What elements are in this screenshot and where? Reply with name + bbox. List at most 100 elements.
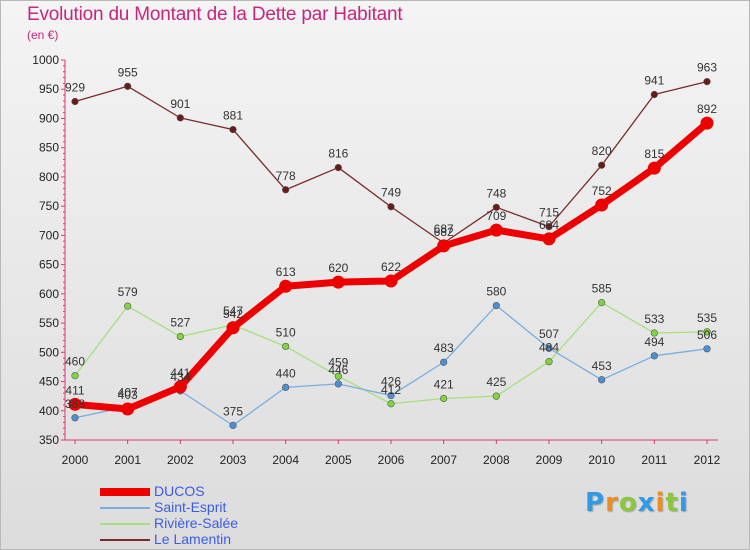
logo-letter: t [665, 488, 679, 518]
data-label-rivi-re-sal-e: 510 [276, 325, 296, 339]
data-label-rivi-re-sal-e: 547 [223, 304, 243, 318]
data-point-saint-esprit [282, 383, 290, 391]
data-point-rivi-re-sal-e [176, 332, 184, 341]
data-point-rivi-re-sal-e [282, 342, 290, 351]
data-label-le-lamentin: 749 [381, 186, 401, 200]
data-label-rivi-re-sal-e: 533 [644, 312, 664, 326]
data-label-le-lamentin: 929 [65, 81, 85, 95]
data-label-le-lamentin: 941 [644, 73, 664, 87]
data-point-rivi-re-sal-e [124, 302, 132, 310]
x-tick-label: 2003 [220, 453, 247, 467]
y-tick-label: 600 [39, 287, 59, 301]
data-point-ducos [173, 380, 187, 394]
data-point-le-lamentin [598, 161, 606, 169]
legend-swatch [100, 507, 150, 509]
data-point-rivi-re-sal-e [492, 392, 500, 400]
data-point-le-lamentin [71, 97, 79, 106]
legend-label: DUCOS [154, 483, 205, 499]
data-point-ducos [489, 223, 503, 237]
data-point-saint-esprit [598, 376, 606, 384]
data-label-saint-esprit: 426 [381, 375, 401, 389]
y-tick-label: 350 [39, 433, 59, 447]
data-label-le-lamentin: 778 [276, 169, 296, 183]
data-label-saint-esprit: 580 [486, 285, 506, 299]
data-point-rivi-re-sal-e [334, 372, 342, 380]
data-point-saint-esprit [387, 391, 395, 400]
data-label-ducos: 709 [486, 209, 506, 223]
logo-letter: i [678, 488, 689, 518]
data-point-saint-esprit [703, 345, 711, 353]
data-label-ducos: 682 [434, 225, 454, 239]
data-label-rivi-re-sal-e: 585 [592, 282, 612, 296]
data-point-le-lamentin [282, 186, 290, 194]
data-label-rivi-re-sal-e: 535 [697, 311, 717, 325]
series-layer [68, 78, 714, 429]
data-label-saint-esprit: 407 [118, 386, 138, 400]
data-point-le-lamentin [334, 163, 342, 172]
data-point-le-lamentin [650, 90, 658, 99]
data-point-saint-esprit [650, 352, 658, 360]
data-label-ducos: 613 [276, 265, 296, 279]
data-point-ducos [542, 232, 556, 246]
logo-letter: o [618, 488, 638, 518]
data-point-rivi-re-sal-e [440, 394, 448, 403]
data-label-rivi-re-sal-e: 425 [486, 375, 506, 389]
data-label-rivi-re-sal-e: 412 [381, 383, 401, 397]
data-label-le-lamentin: 820 [592, 144, 612, 158]
data-label-le-lamentin: 901 [170, 97, 190, 111]
line-chart: 350 400 450 500 550 600 650 700 750 800 850 900 950 1… [32, 53, 720, 467]
y-tick-label: 700 [39, 228, 59, 242]
proxiti-logo: Proxiti [585, 488, 689, 518]
data-label-saint-esprit: 507 [539, 327, 559, 341]
data-label-le-lamentin: 963 [697, 61, 717, 75]
data-label-le-lamentin: 881 [223, 109, 243, 123]
unit-label: (en €) [27, 28, 59, 42]
data-label-le-lamentin: 816 [328, 147, 348, 161]
data-point-le-lamentin [176, 114, 184, 122]
data-label-rivi-re-sal-e: 579 [118, 285, 138, 299]
data-label-le-lamentin: 715 [539, 206, 559, 220]
data-label-ducos: 815 [644, 147, 664, 161]
data-point-ducos [700, 116, 714, 130]
data-label-saint-esprit: 440 [276, 366, 296, 380]
data-point-le-lamentin [387, 203, 395, 211]
data-label-ducos: 694 [539, 218, 559, 232]
x-tick-label: 2009 [536, 453, 563, 467]
data-point-ducos [331, 275, 345, 289]
data-point-le-lamentin [703, 78, 711, 86]
data-point-ducos [595, 198, 609, 212]
legend-swatch [100, 488, 150, 496]
data-label-saint-esprit: 494 [644, 335, 664, 349]
data-labels-layer: 929 955 901 881 778 816 749 687 748 715 820 941 963 4… [65, 61, 717, 419]
data-label-le-lamentin: 687 [434, 222, 454, 236]
data-label-rivi-re-sal-e: 460 [65, 355, 85, 369]
axes: 350 400 450 500 550 600 650 700 750 800 850 900 950 1… [32, 53, 720, 467]
data-point-rivi-re-sal-e [703, 328, 711, 336]
data-label-rivi-re-sal-e: 527 [170, 316, 190, 330]
y-tick-label: 900 [39, 111, 59, 125]
data-label-ducos: 542 [223, 307, 243, 321]
x-tick-label: 2000 [62, 453, 89, 467]
legend-swatch [100, 539, 150, 541]
data-point-ducos [68, 397, 82, 411]
data-label-le-lamentin: 748 [486, 186, 506, 200]
logo-letter: r [605, 488, 619, 518]
logo-letter: x [637, 488, 656, 518]
data-label-ducos: 892 [697, 102, 717, 116]
y-tick-label: 650 [39, 258, 59, 272]
data-point-saint-esprit [71, 414, 79, 422]
data-point-ducos [121, 402, 135, 416]
data-point-le-lamentin [229, 125, 237, 134]
data-label-saint-esprit: 388 [65, 397, 85, 411]
data-label-ducos: 441 [170, 366, 190, 380]
data-label-ducos: 622 [381, 260, 401, 274]
data-point-le-lamentin [545, 223, 553, 231]
y-tick-label: 750 [39, 199, 59, 213]
data-label-ducos: 411 [65, 383, 84, 397]
y-tick-label: 550 [39, 316, 59, 330]
data-point-le-lamentin [124, 82, 132, 90]
data-label-saint-esprit: 434 [170, 370, 190, 384]
legend-label: Rivière-Salée [154, 515, 239, 531]
y-tick-label: 450 [39, 375, 59, 389]
logo-letter: P [585, 488, 606, 518]
